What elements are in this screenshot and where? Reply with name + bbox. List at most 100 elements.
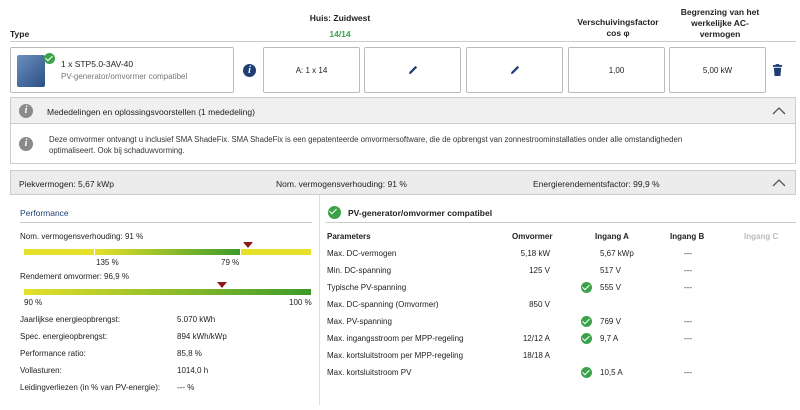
bar-marker-icon: [217, 282, 228, 288]
header-divider: [10, 41, 796, 42]
performance-title: Performance: [20, 208, 69, 218]
chevron-up-icon[interactable]: [772, 178, 786, 188]
compat-inverter-value: 12/12 A: [522, 334, 550, 343]
yield-label: Jaarlijkse energieopbrengst:: [20, 315, 121, 324]
specific-yield-value: 894 kWh/kWp: [177, 332, 227, 341]
compat-inverter-value: 850 V: [529, 300, 550, 309]
pencil-icon: [510, 65, 519, 74]
performance-title-rule: [20, 222, 312, 223]
check-icon: [581, 316, 592, 327]
compat-inverter-value: 18/18 A: [522, 351, 550, 360]
compat-input-a-value: 5,67 kWp: [600, 249, 634, 258]
compat-title: PV-generator/omvormer compatibel: [348, 208, 493, 218]
string-config-box[interactable]: A: 1 x 14: [263, 47, 360, 93]
compat-param: Min. DC-spanning: [327, 266, 392, 275]
shift-factor-header-line1: Verschuivingsfactor: [577, 17, 659, 27]
compat-param: Max. kortsluitstroom PV: [327, 368, 412, 377]
compat-param: Max. PV-spanning: [327, 317, 392, 326]
check-icon: [44, 53, 55, 64]
compat-input-a-value: 769 V: [600, 317, 621, 326]
nominal-ratio-bar: [24, 242, 311, 255]
string-config-value: A: 1 x 14: [295, 65, 328, 75]
column-header-inverter: Omvormer: [512, 232, 553, 241]
notice-message-box: i Deze omvormer ontvangt u inclusief SMA…: [10, 124, 796, 164]
cos-phi-box[interactable]: 1,00: [568, 47, 665, 93]
bar-marker-icon: [242, 242, 253, 248]
line-losses-value: --- %: [177, 383, 195, 392]
inverter-status: PV-generator/omvormer compatibel: [61, 72, 188, 81]
yield-value: 5.070 kWh: [177, 315, 216, 324]
check-icon: [581, 367, 592, 378]
ac-limit-header-line3: vermogen: [699, 29, 741, 39]
string-title: Huis: Zuidwest: [309, 13, 371, 23]
column-header-input-c: Ingang C: [744, 232, 779, 241]
cos-phi-value: 1,00: [608, 65, 625, 75]
ac-limit-box[interactable]: 5,00 kW: [669, 47, 766, 93]
chevron-up-icon[interactable]: [772, 106, 786, 116]
compat-inverter-value: 125 V: [529, 266, 550, 275]
bar-segment-yellow: [241, 249, 311, 255]
string-count: 14/14: [329, 29, 351, 39]
shift-factor-header: Verschuivingsfactor cos φ: [568, 17, 668, 39]
energy-factor: Energierendementsfactor: 99,9 %: [533, 179, 660, 189]
bar1-right-value: 79 %: [221, 258, 240, 267]
full-load-hours-value: 1014,0 h: [177, 366, 209, 375]
pencil-icon: [408, 65, 417, 74]
performance-ratio-value: 85,8 %: [177, 349, 202, 358]
notice-message: Deze omvormer ontvangt u inclusief SMA S…: [49, 134, 682, 156]
compat-input-a-value: 517 V: [600, 266, 621, 275]
compat-param: Max. DC-spanning (Omvormer): [327, 300, 439, 309]
bar-segment-yellow: [24, 249, 94, 255]
efficiency-label: Rendement omvormer: 96,9 %: [20, 272, 129, 281]
compat-input-b-value: ---: [684, 266, 692, 275]
notices-title: Mededelingen en oplossingsvoorstellen (1…: [47, 107, 255, 117]
bar1-left-value: 135 %: [96, 258, 119, 267]
compat-input-a-value: 555 V: [600, 283, 621, 292]
compat-param: Max. DC-vermogen: [327, 249, 397, 258]
inverter-name: 1 x STP5.0-3AV-40: [61, 59, 134, 69]
check-icon: [328, 206, 341, 219]
bar2-left-value: 90 %: [24, 298, 43, 307]
info-icon[interactable]: i: [243, 64, 256, 77]
specific-yield-label: Spec. energieopbrengst:: [20, 332, 108, 341]
bar2-right-value: 100 %: [289, 298, 312, 307]
notices-header[interactable]: i Mededelingen en oplossingsvoorstellen …: [10, 97, 796, 124]
column-header-input-b: Ingang B: [670, 232, 705, 241]
full-load-hours-label: Vollasturen:: [20, 366, 62, 375]
bar-segment-gradient: [95, 249, 240, 255]
check-icon: [581, 282, 592, 293]
column-header-parameters: Parameters: [327, 232, 371, 241]
ac-limit-value: 5,00 kW: [702, 65, 733, 75]
notice-message-line1: Deze omvormer ontvangt u inclusief SMA S…: [49, 135, 683, 144]
compat-inverter-value: 5,18 kW: [520, 249, 550, 258]
summary-bar[interactable]: Piekvermogen: 5,67 kWp Nom. vermogensver…: [10, 170, 796, 195]
performance-panel: [10, 195, 320, 405]
edit-button-2[interactable]: [466, 47, 563, 93]
compat-input-b-value: ---: [684, 317, 692, 326]
check-icon: [581, 333, 592, 344]
compat-input-a-value: 10,5 A: [600, 368, 623, 377]
edit-button-1[interactable]: [364, 47, 461, 93]
peak-power: Piekvermogen: 5,67 kWp: [19, 179, 114, 189]
nominal-ratio-label: Nom. vermogensverhouding: 91 %: [20, 232, 144, 241]
inverter-image: [17, 55, 45, 87]
compat-input-b-value: ---: [684, 249, 692, 258]
compat-title-rule: [326, 222, 796, 223]
ac-limit-header: Begrenzing van het werkelijke AC- vermog…: [670, 7, 770, 40]
compat-input-b-value: ---: [684, 368, 692, 377]
inverter-card[interactable]: 1 x STP5.0-3AV-40 PV-generator/omvormer …: [10, 47, 234, 93]
info-icon: i: [19, 104, 33, 118]
compat-param: Typische PV-spanning: [327, 283, 407, 292]
compat-input-b-value: ---: [684, 334, 692, 343]
type-header: Type: [10, 29, 30, 39]
compat-param: Max. ingangsstroom per MPP-regeling: [327, 334, 464, 343]
line-losses-label: Leidingverliezen (in % van PV-energie):: [20, 383, 161, 392]
nominal-ratio: Nom. vermogensverhouding: 91 %: [276, 179, 407, 189]
performance-ratio-label: Performance ratio:: [20, 349, 86, 358]
info-icon: i: [19, 137, 33, 151]
notice-message-line2: optimaliseert. Ook bij schaduwvorming.: [49, 146, 185, 155]
ac-limit-header-line2: werkelijke AC-: [691, 18, 749, 28]
trash-icon[interactable]: [772, 64, 783, 77]
column-header-input-a: Ingang A: [595, 232, 629, 241]
ac-limit-header-line1: Begrenzing van het: [680, 7, 760, 17]
